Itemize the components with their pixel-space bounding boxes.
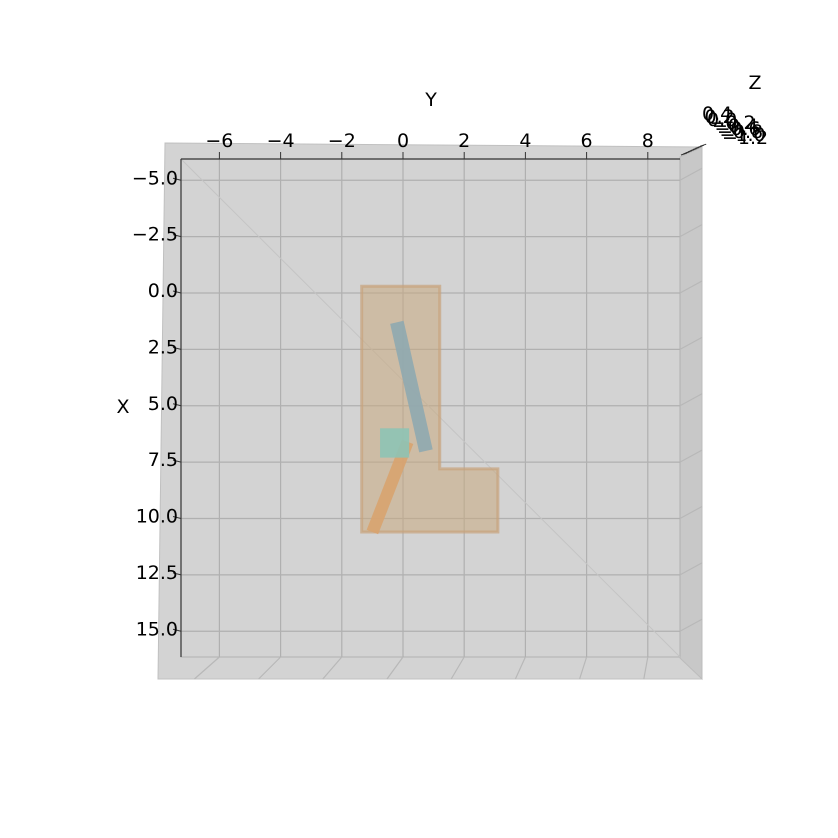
x-tick-mark xyxy=(172,459,182,463)
x-tick-label: −2.5 xyxy=(132,224,178,246)
z-tick-label: −0.2 xyxy=(710,112,756,134)
x-gridline-side xyxy=(679,336,703,350)
x-gridline-side xyxy=(679,280,703,294)
x-tick-label: 2.5 xyxy=(148,336,178,358)
y-tick-label: −2 xyxy=(328,130,356,152)
x-tick-label: 0.0 xyxy=(148,280,178,302)
y-tick-label: 6 xyxy=(581,130,593,152)
y-gridline-floor xyxy=(194,656,220,680)
y-tick-label: 2 xyxy=(458,130,470,152)
x-tick-mark xyxy=(172,572,182,576)
x-tick-mark xyxy=(172,234,182,238)
x-gridline-side xyxy=(679,562,703,576)
z-tick-label: −1.0 xyxy=(720,124,766,146)
z-tick-mark xyxy=(700,143,707,147)
x-tick-mark xyxy=(172,177,182,181)
x-gridline-side xyxy=(679,505,703,520)
x-gridline-side xyxy=(679,393,703,407)
y-gridline-floor xyxy=(514,656,526,680)
x-gridline-side xyxy=(679,449,703,463)
x-tick-mark xyxy=(172,346,182,350)
y-gridline-floor xyxy=(258,656,282,680)
x-gridline-side xyxy=(679,224,703,238)
z-tick-label: −0.4 xyxy=(712,115,758,137)
y-tick-label: 8 xyxy=(642,130,654,152)
y-gridline-floor xyxy=(322,656,343,680)
x-tick-label: 7.5 xyxy=(148,449,178,471)
x-tick-label: 12.5 xyxy=(136,562,178,584)
x-axis-label: X xyxy=(116,396,129,418)
z-tick-label: −1.2 xyxy=(722,127,768,149)
z-axis-label: Z xyxy=(748,72,761,94)
axes: −6 −4 −2 0 2 4 6 8 −5.0 −2.5 0.0 2.5 5.0 7.5 10.0 12.5 1… xyxy=(132,103,768,657)
blue-rod xyxy=(390,320,433,453)
x-gridline-side xyxy=(679,167,703,181)
y-tick-label: 0 xyxy=(397,130,409,152)
z-tick-label: 0.4 xyxy=(702,103,732,125)
teal-box xyxy=(380,428,410,458)
z-tick-label: −0.6 xyxy=(715,118,761,140)
y-axis-label: Y xyxy=(424,89,437,111)
y-gridline-floor xyxy=(386,656,404,680)
x-gridline-side xyxy=(679,618,703,632)
x-tick-mark xyxy=(172,628,182,632)
x-tick-mark xyxy=(172,516,182,519)
x-tick-label: 5.0 xyxy=(148,393,178,415)
z-tick-label: 0.2 xyxy=(705,106,735,128)
y-gridline-floor xyxy=(579,656,588,680)
y-gridline-floor xyxy=(450,656,465,680)
x-tick-label: 10.0 xyxy=(136,506,178,528)
x-tick-mark xyxy=(172,403,182,407)
z-tick-label: −0.8 xyxy=(717,121,763,143)
x-tick-label: −5.0 xyxy=(132,167,178,189)
scene-objects xyxy=(360,284,500,535)
y-tick-label: 4 xyxy=(519,130,531,152)
x-tick-mark xyxy=(172,290,182,294)
y-gridline-floor xyxy=(643,656,649,680)
y-tick-label: −6 xyxy=(205,130,233,152)
y-tick-label: −4 xyxy=(267,130,295,152)
z-tick-label: 0.0 xyxy=(707,109,737,131)
x-tick-label: 15.0 xyxy=(136,618,178,640)
